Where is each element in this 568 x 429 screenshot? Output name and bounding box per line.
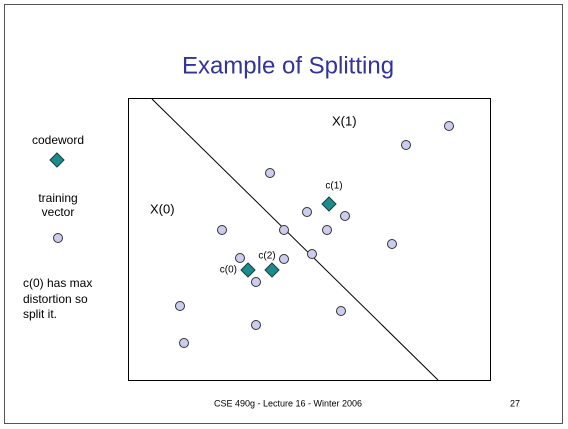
- codeword: [321, 196, 337, 212]
- point: [175, 301, 185, 311]
- legend-note: c(0) has max: [23, 276, 92, 290]
- point: [322, 225, 332, 235]
- point: [387, 239, 397, 249]
- slide-border: [4, 4, 563, 424]
- training-points: [175, 121, 454, 348]
- point: [251, 277, 261, 287]
- legend-training: vector: [42, 205, 75, 219]
- point: [265, 168, 275, 178]
- point: [302, 207, 312, 217]
- point: [444, 121, 454, 131]
- split-line: [151, 98, 439, 381]
- codeword-label: c(2): [258, 251, 275, 262]
- point: [279, 254, 289, 264]
- point: [340, 211, 350, 221]
- codeword-label: c(1): [325, 181, 342, 192]
- region-label: X(0): [150, 201, 175, 216]
- legend-circle: [53, 233, 63, 243]
- page-number: 27: [510, 398, 520, 408]
- codeword: [240, 262, 256, 278]
- point: [235, 253, 245, 263]
- legend-note: distortion so: [23, 292, 88, 306]
- point: [307, 249, 317, 259]
- codeword: [264, 262, 280, 278]
- point: [251, 320, 261, 330]
- point: [279, 225, 289, 235]
- footer-text: CSE 490g - Lecture 16 - Winter 2006: [214, 398, 362, 408]
- title: Example of Splitting: [182, 52, 394, 79]
- codeword-label: c(0): [220, 265, 237, 276]
- legend-codeword: codeword: [32, 133, 84, 147]
- point: [336, 306, 346, 316]
- point: [217, 225, 227, 235]
- diagram-box: [128, 98, 491, 381]
- point: [401, 140, 411, 150]
- region-label: X(1): [332, 113, 357, 128]
- point: [179, 338, 189, 348]
- legend-diamond: [49, 152, 65, 168]
- legend-note: split it.: [23, 307, 57, 321]
- legend-training: training: [38, 191, 77, 205]
